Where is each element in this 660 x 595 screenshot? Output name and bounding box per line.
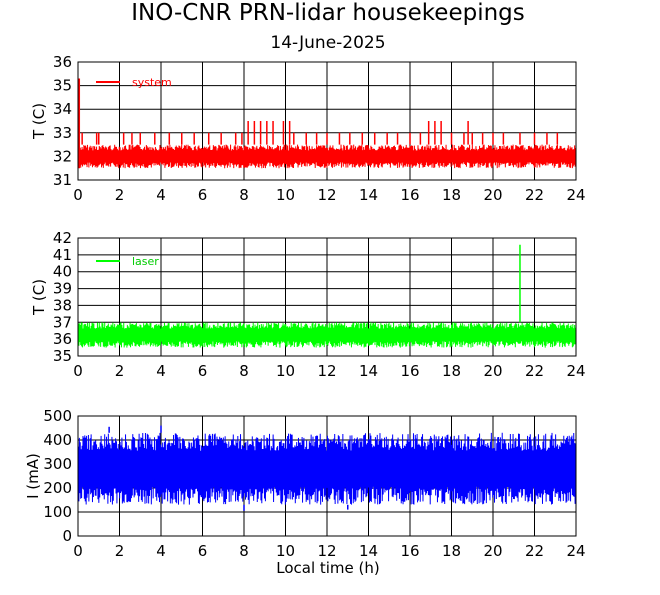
series-trace [77,432,577,505]
x-tick-label: 6 [198,362,208,380]
y-tick-labels: 0 100 200 300 400 500 [43,407,72,545]
y-tick-label: 36 [53,53,72,71]
x-axis-label: Local time (h) [276,559,380,577]
x-tick-label: 14 [359,542,378,560]
x-tick-label: 24 [566,186,585,204]
x-tick-label: 4 [156,362,166,380]
x-tick-label: 10 [276,186,295,204]
y-tick-label: 32 [53,147,72,165]
x-tick-label: 10 [276,542,295,560]
y-tick-label: 40 [53,263,72,281]
y-tick-label: 31 [53,171,72,189]
x-tick-label: 10 [276,362,295,380]
y-tick-label: 300 [43,455,72,473]
x-tick-label: 20 [483,186,502,204]
x-tick-label: 8 [239,542,249,560]
x-tick-label: 24 [566,362,585,380]
x-tick-label: 20 [483,542,502,560]
x-tick-label: 2 [115,186,125,204]
plot-frame [77,61,577,181]
x-tick-label: 14 [359,186,378,204]
x-tick-label: 4 [156,186,166,204]
y-tick-label: 100 [43,503,72,521]
x-tick-label: 0 [73,542,83,560]
y-axis-label: T (C) [30,103,48,140]
y-tick-label: 35 [53,347,72,365]
x-tick-label: 24 [566,542,585,560]
y-tick-labels: 31 32 33 34 35 36 [53,53,72,189]
x-tick-label: 8 [239,186,249,204]
x-tick-label: 6 [198,186,208,204]
plot-frame [77,237,577,357]
y-tick-label: 34 [53,100,72,118]
x-tick-label: 12 [317,542,336,560]
figure-title: INO-CNR PRN-lidar housekeepings [131,0,525,26]
y-tick-label: 500 [43,407,72,425]
x-tick-label: 14 [359,362,378,380]
y-tick-label: 36 [53,330,72,348]
x-tick-label: 2 [115,362,125,380]
x-tick-label: 0 [73,362,83,380]
y-tick-label: 0 [62,527,72,545]
x-tick-labels: 0 2 4 6 8 10 12 14 16 18 20 22 24 [73,362,585,380]
y-tick-label: 35 [53,77,72,95]
x-tick-labels: 0 2 4 6 8 10 12 14 16 18 20 22 24 [73,542,585,560]
x-tick-label: 2 [115,542,125,560]
data-trace [77,425,577,511]
x-tick-labels: 0 2 4 6 8 10 12 14 16 18 20 22 24 [73,186,585,204]
y-axis-label: T (C) [30,279,48,316]
x-tick-label: 22 [525,186,544,204]
y-tick-label: 38 [53,296,72,314]
legend-label-system: system [132,76,172,89]
series-trace [77,322,577,348]
y-tick-label: 33 [53,124,72,142]
plot-frame [77,415,577,537]
x-tick-label: 18 [442,186,461,204]
x-tick-label: 4 [156,542,166,560]
data-trace [77,244,577,348]
y-tick-label: 37 [53,313,72,331]
x-tick-label: 18 [442,542,461,560]
y-tick-label: 41 [53,246,72,264]
x-tick-label: 22 [525,542,544,560]
y-tick-label: 39 [53,280,72,298]
y-tick-label: 200 [43,479,72,497]
x-tick-label: 8 [239,362,249,380]
y-tick-label: 400 [43,431,72,449]
x-tick-label: 6 [198,542,208,560]
series-trace [77,144,577,169]
x-tick-label: 0 [73,186,83,204]
x-tick-label: 12 [317,186,336,204]
x-tick-label: 16 [400,186,419,204]
data-trace [77,78,577,169]
legend-label-laser: laser [132,255,159,268]
x-tick-label: 16 [400,542,419,560]
figure-subtitle: 14-June-2025 [270,33,385,53]
x-tick-label: 18 [442,362,461,380]
x-tick-label: 16 [400,362,419,380]
y-axis-label: I (mA) [24,453,42,499]
x-tick-label: 22 [525,362,544,380]
x-tick-label: 12 [317,362,336,380]
y-tick-label: 42 [53,229,72,247]
x-tick-label: 20 [483,362,502,380]
